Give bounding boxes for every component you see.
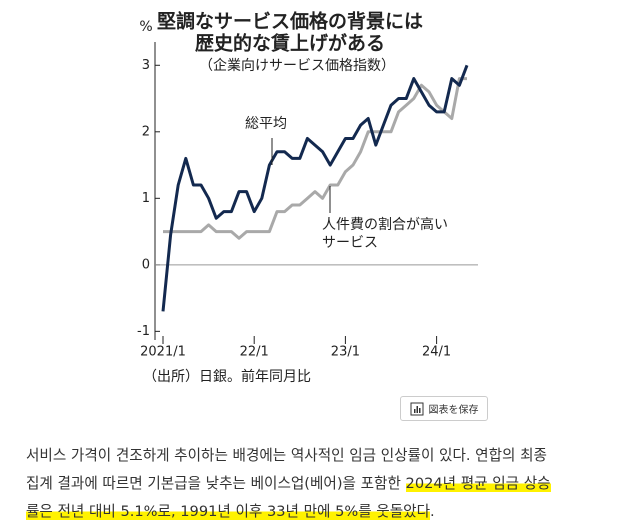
y-tick-label: 3 <box>142 58 150 73</box>
text-segment: 2024년 평균 임금 상승 <box>405 475 551 492</box>
chart-title: 堅調なサービス価格の背景には <box>157 10 423 33</box>
article-line: 률은 전년 대비 5.1%로, 1991년 이후 33년 만에 5%를 웃돌았다… <box>26 498 551 526</box>
x-tick-label: 23/1 <box>331 345 360 360</box>
series-line <box>163 77 467 240</box>
series-line <box>161 64 469 312</box>
y-unit: % <box>139 19 152 35</box>
article-line: 서비스 가격이 견조하게 추이하는 배경에는 역사적인 임금 인상률이 있다. … <box>26 442 551 470</box>
x-tick-label: 22/1 <box>240 345 269 360</box>
y-tick-label: 0 <box>142 257 150 272</box>
y-tick-label: -1 <box>137 324 150 339</box>
source: （出所）日銀。前年同月比 <box>143 368 311 385</box>
x-tick-label: 24/1 <box>422 345 451 360</box>
save-button[interactable]: 図表を保存 <box>400 396 488 421</box>
chart-subtitle: （企業向けサービス価格指数） <box>199 57 395 74</box>
y-tick-label: 1 <box>142 191 150 206</box>
x-tick-label: 2021/1 <box>140 345 186 360</box>
text-segment: 서비스 가격이 견조하게 추이하는 배경에는 역사적인 임금 인상률이 있다. … <box>26 447 547 464</box>
chart-icon <box>410 402 423 415</box>
button-label: 図表を保存 <box>428 405 479 416</box>
annotation: 人件費の割合が高い <box>322 216 448 233</box>
chart-title: 歴史的な賃上げがある <box>195 32 385 55</box>
y-tick-label: 2 <box>142 124 150 139</box>
series-label: 総平均 <box>245 116 287 132</box>
article: 서비스 가격이 견조하게 추이하는 배경에는 역사적인 임금 인상률이 있다. … <box>26 442 551 526</box>
annotation: サービス <box>322 235 378 251</box>
chart: 堅調なサービス価格の背景には 歴史的な賃上げがある （企業向けサービス価格指数）… <box>137 10 478 385</box>
text-segment: 률은 전년 대비 5.1%로, 1991년 이후 33년 만에 5%를 웃돌았다 <box>26 503 431 520</box>
text-segment: . <box>430 503 435 520</box>
article-line: 집계 결과에 따르면 기본급을 낮추는 베이스업(베어)을 포함한 2024년 … <box>26 470 551 498</box>
text-segment: 집계 결과에 따르면 기본급을 낮추는 베이스업(베어)을 포함한 <box>26 475 406 492</box>
